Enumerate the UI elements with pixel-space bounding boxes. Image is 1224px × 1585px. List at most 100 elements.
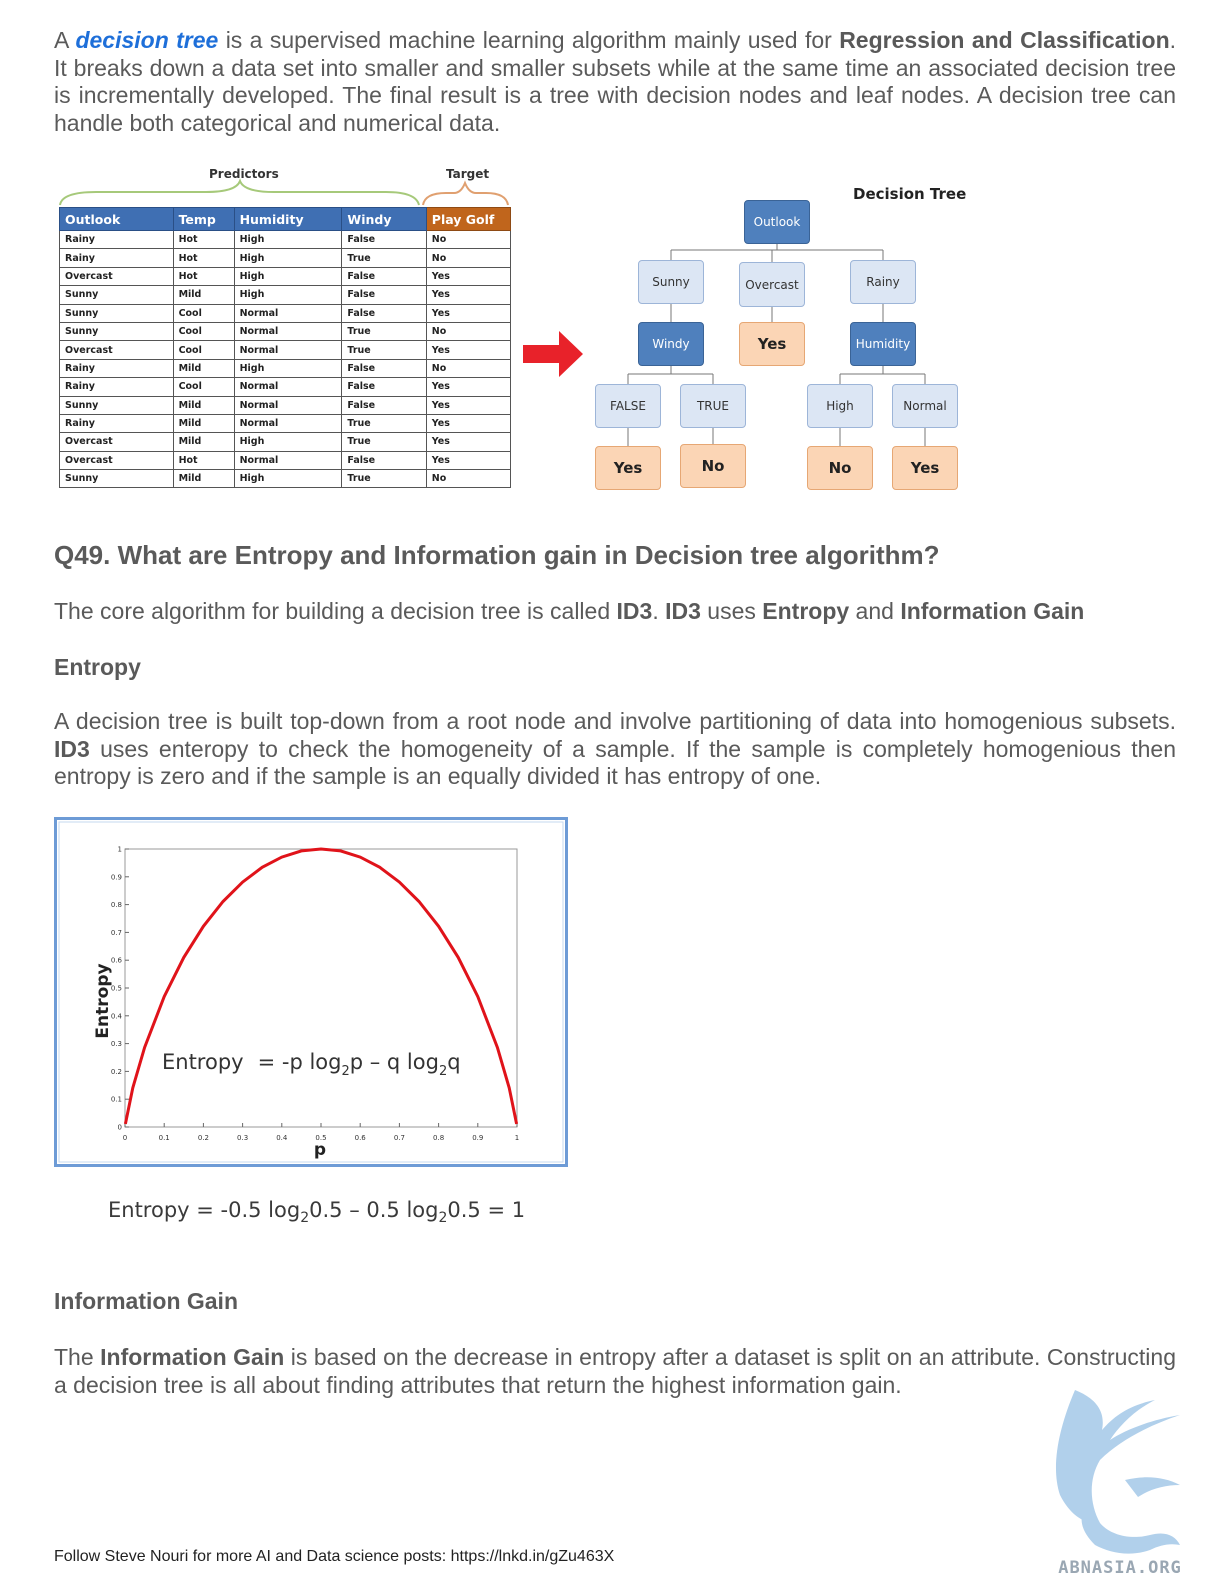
y-tick-label: 0.7 [111, 929, 122, 937]
table-cell: Hot [172, 450, 235, 471]
table-cell: Sunny [59, 395, 174, 415]
table-cell: Normal [233, 340, 343, 360]
table-cell: Cool [172, 303, 235, 323]
table-header: Humidity [233, 207, 343, 231]
table-cell: Hot [172, 248, 235, 268]
tree-branch-false: FALSE [595, 384, 661, 428]
target-label: Target [446, 167, 490, 181]
table-cell: Overcast [59, 432, 174, 452]
table-cell: Sunny [59, 285, 174, 305]
table-cell: High [233, 358, 343, 379]
tree-title: Decision Tree [853, 185, 967, 203]
table-row: Rainy Cool Normal False Yes [59, 377, 512, 397]
table-cell: Normal [233, 395, 343, 415]
table-cell: High [233, 432, 343, 452]
tree-node-sunny: Sunny [638, 260, 704, 304]
table-cell: Yes [425, 395, 512, 415]
table-cell: Rainy [59, 229, 174, 250]
table-cell: False [341, 266, 427, 287]
entropy-example-formula: Entropy = -0.5 log20.5 – 0.5 log20.5 = 1 [108, 1198, 526, 1227]
table-cell: Mild [172, 285, 235, 305]
tree-node-humidity: Humidity [850, 322, 916, 366]
table-cell: Hot [172, 229, 235, 250]
golf-table: Outlook Temp Humidity Windy Play Golf Rainy H… [59, 207, 512, 489]
entropy-paragraph: A decision tree is built top-down from a… [54, 708, 1176, 789]
tree-branch-high: High [807, 384, 873, 428]
table-cell: False [341, 377, 427, 397]
q49-heading: Q49. What are Entropy and Information ga… [54, 540, 940, 570]
table-cell: Mild [172, 469, 235, 489]
table-cell: Mild [172, 413, 235, 434]
table-cell: No [425, 321, 512, 342]
y-tick-label: 0.8 [111, 901, 122, 909]
tree-branch-normal: Normal [892, 384, 958, 428]
decision-tree-link[interactable]: decision tree [75, 27, 219, 53]
griffin-logo-icon: ABNASIA.ORG [1055, 1390, 1181, 1578]
table-row: Sunny Cool Normal True No [59, 321, 512, 342]
table-cell: Yes [425, 413, 512, 434]
information-gain-paragraph: The Information Gain is based on the dec… [54, 1344, 1176, 1398]
table-cell: Overcast [59, 450, 174, 471]
table-cell: No [425, 358, 512, 379]
table-cell: Yes [425, 303, 512, 323]
table-cell: True [341, 248, 427, 268]
table-cell: Sunny [59, 303, 174, 323]
table-cell: Sunny [59, 321, 174, 342]
table-row: Overcast Cool Normal True Yes [59, 340, 512, 360]
table-cell: Mild [172, 358, 235, 379]
decision-tree-diagram: Decision Tree Outlook Sunny Overcast [585, 180, 985, 500]
table-cell: High [233, 248, 343, 268]
tree-leaf-overcast-yes: Yes [739, 322, 805, 366]
q49-paragraph: The core algorithm for building a decisi… [54, 598, 1085, 624]
entropy-chart: 0 0.1 0.2 0.3 0.4 0.5 0.6 0.7 0.8 0.9 1 0 0.1 0.2 0.3… [54, 817, 568, 1167]
y-tick-label: 0.5 [111, 985, 122, 993]
table-row: Rainy Hot High False No [59, 229, 512, 250]
predictors-label: Predictors [209, 167, 279, 181]
golf-dataset-figure: Predictors Target Outlook Temp Humidity Win… [56, 165, 512, 495]
table-cell: Cool [172, 340, 235, 360]
tree-node-outlook: Outlook [744, 200, 810, 244]
table-cell: False [341, 395, 427, 415]
table-cell: True [341, 321, 427, 342]
x-tick-label: 0.7 [394, 1134, 405, 1142]
y-tick-label: 0.2 [111, 1068, 122, 1076]
table-cell: Yes [425, 266, 512, 287]
table-row: Sunny Mild High False Yes [59, 285, 512, 305]
table-cell: False [341, 303, 427, 323]
y-tick-label: 0.1 [111, 1096, 122, 1104]
table-header: Temp [172, 207, 235, 231]
footer-text: Follow Steve Nouri for more AI and Data … [54, 1548, 615, 1565]
table-cell: False [341, 285, 427, 305]
table-cell: Normal [233, 377, 343, 397]
table-cell: Yes [425, 340, 512, 360]
table-cell: Yes [425, 285, 512, 305]
table-cell: High [233, 285, 343, 305]
table-cell: Hot [172, 266, 235, 287]
intro-paragraph: A decision tree is a supervised machine … [54, 27, 1177, 136]
table-header: Windy [341, 207, 427, 231]
table-cell: High [233, 469, 343, 489]
x-tick-label: 0.3 [237, 1134, 248, 1142]
x-tick-label: 0.6 [355, 1134, 367, 1142]
table-cell: False [341, 229, 427, 250]
table-row: Rainy Hot High True No [59, 248, 512, 268]
table-cell: Overcast [59, 266, 174, 287]
tree-branch-true: TRUE [680, 384, 746, 428]
table-row: Overcast Hot High False Yes [59, 266, 512, 287]
table-header: Play Golf [425, 207, 512, 231]
tree-leaf-false-yes: Yes [595, 446, 661, 490]
table-cell: High [233, 229, 343, 250]
table-header: Outlook [59, 207, 174, 231]
table-cell: False [341, 358, 427, 379]
x-tick-label: 0.9 [472, 1134, 483, 1142]
table-row: Overcast Hot Normal False Yes [59, 450, 512, 471]
table-cell: True [341, 340, 427, 360]
entropy-formula: Entropy = -p log2p – q log2q [162, 1050, 461, 1079]
table-row: Sunny Mild High True No [59, 469, 512, 489]
x-tick-label: 0.8 [433, 1134, 444, 1142]
table-cell: Cool [172, 377, 235, 397]
entropy-heading: Entropy [54, 654, 141, 680]
table-cell: True [341, 432, 427, 452]
tree-leaf-high-no: No [807, 446, 873, 490]
y-tick-label: 0.9 [111, 873, 122, 881]
